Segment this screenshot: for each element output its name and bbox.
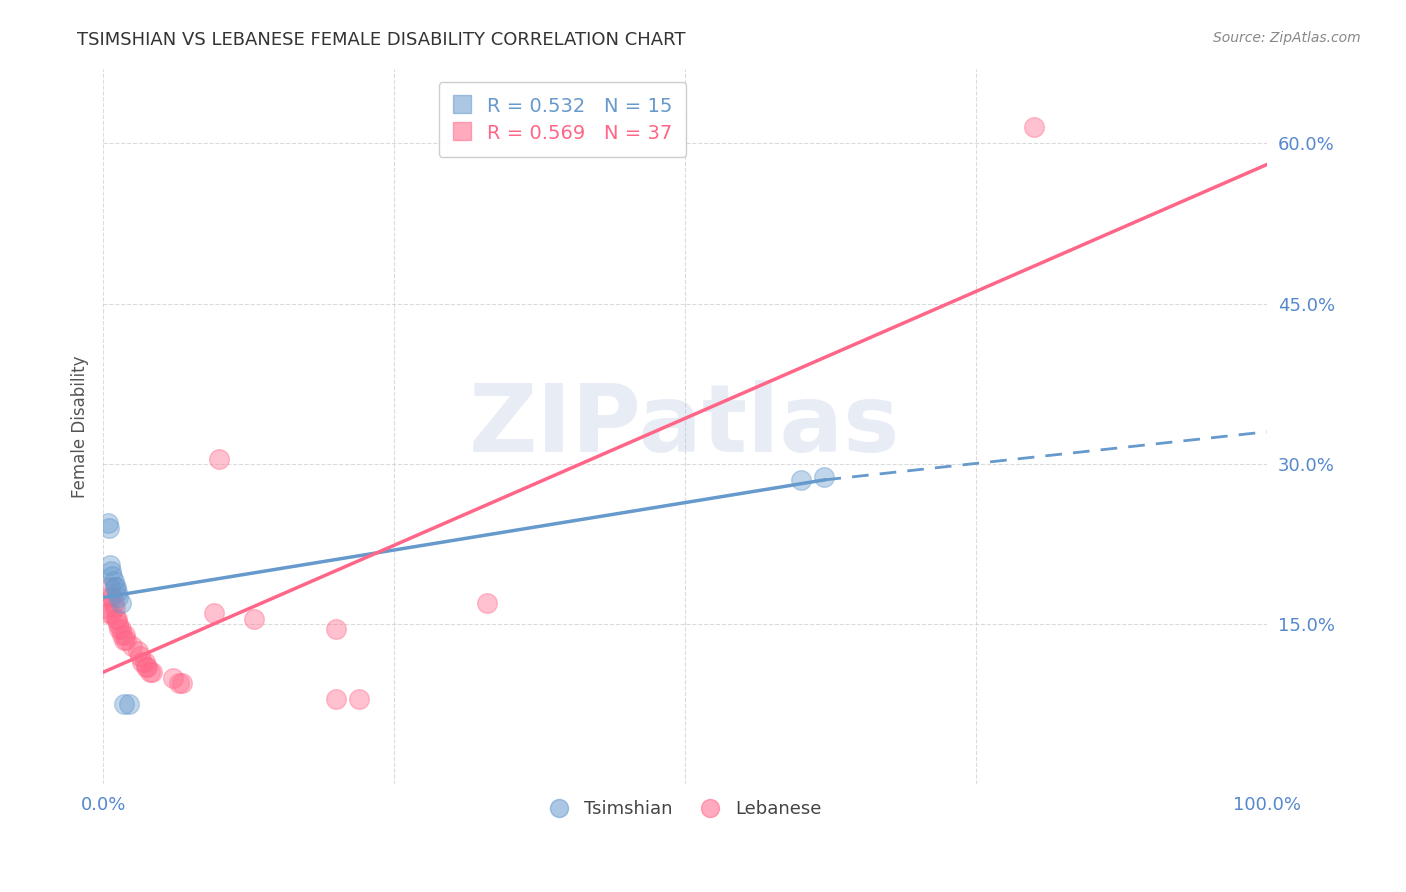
Point <box>325 692 347 706</box>
Point <box>110 623 132 637</box>
Point <box>1022 120 1045 135</box>
Point <box>103 574 125 589</box>
Point <box>96 601 118 615</box>
Point <box>98 580 121 594</box>
Point <box>208 451 231 466</box>
Point <box>107 591 129 605</box>
Point <box>103 596 125 610</box>
Point <box>131 655 153 669</box>
Text: TSIMSHIAN VS LEBANESE FEMALE DISABILITY CORRELATION CHART: TSIMSHIAN VS LEBANESE FEMALE DISABILITY … <box>77 31 686 49</box>
Text: ZIPatlas: ZIPatlas <box>470 381 900 473</box>
Y-axis label: Female Disability: Female Disability <box>72 355 89 498</box>
Point <box>475 596 498 610</box>
Point <box>813 469 835 483</box>
Point <box>118 698 141 712</box>
Point <box>172 676 194 690</box>
Point <box>100 607 122 621</box>
Point <box>97 591 120 605</box>
Point <box>111 628 134 642</box>
Point <box>127 644 149 658</box>
Point <box>110 596 132 610</box>
Point <box>136 660 159 674</box>
Point <box>101 591 124 605</box>
Point <box>105 612 128 626</box>
Point <box>100 564 122 578</box>
Point <box>107 617 129 632</box>
Point <box>97 516 120 530</box>
Point <box>104 580 127 594</box>
Point <box>790 473 813 487</box>
Point <box>97 521 120 535</box>
Point <box>162 671 184 685</box>
Point <box>97 607 120 621</box>
Point <box>138 665 160 680</box>
Point <box>325 623 347 637</box>
Point <box>105 585 128 599</box>
Point <box>135 660 157 674</box>
Point <box>104 601 127 615</box>
Point <box>134 655 156 669</box>
Point <box>104 580 127 594</box>
Point <box>114 628 136 642</box>
Point <box>112 698 135 712</box>
Point <box>129 649 152 664</box>
Point <box>121 639 143 653</box>
Point <box>98 558 121 573</box>
Point <box>167 676 190 690</box>
Point <box>115 633 138 648</box>
Point <box>108 623 131 637</box>
Point <box>101 569 124 583</box>
Point <box>141 665 163 680</box>
Point <box>243 612 266 626</box>
Point <box>202 607 225 621</box>
Legend: Tsimshian, Lebanese: Tsimshian, Lebanese <box>540 793 830 825</box>
Point <box>104 612 127 626</box>
Text: Source: ZipAtlas.com: Source: ZipAtlas.com <box>1213 31 1361 45</box>
Point <box>347 692 370 706</box>
Point <box>112 633 135 648</box>
